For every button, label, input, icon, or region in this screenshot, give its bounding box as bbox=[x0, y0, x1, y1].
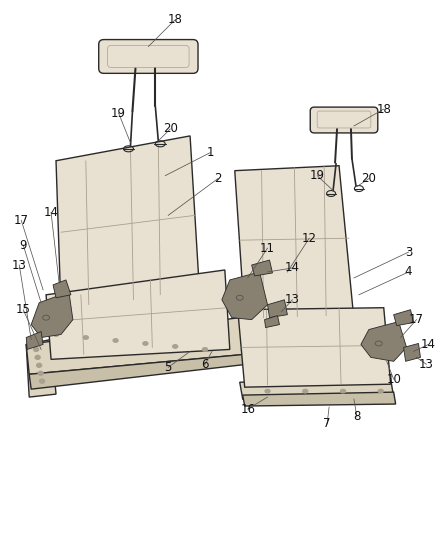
Text: 7: 7 bbox=[323, 417, 331, 431]
Text: 1: 1 bbox=[206, 146, 214, 159]
Polygon shape bbox=[56, 136, 200, 310]
Text: 3: 3 bbox=[405, 246, 412, 259]
Polygon shape bbox=[53, 280, 71, 298]
Ellipse shape bbox=[83, 336, 88, 339]
Polygon shape bbox=[265, 316, 279, 328]
Polygon shape bbox=[252, 260, 272, 276]
Text: 11: 11 bbox=[260, 241, 275, 255]
Text: 9: 9 bbox=[19, 239, 27, 252]
Polygon shape bbox=[243, 392, 396, 406]
FancyBboxPatch shape bbox=[310, 107, 378, 133]
Text: 10: 10 bbox=[386, 373, 401, 386]
Polygon shape bbox=[240, 379, 394, 399]
Ellipse shape bbox=[53, 333, 59, 336]
Text: 12: 12 bbox=[302, 232, 317, 245]
Text: 14: 14 bbox=[43, 206, 59, 219]
Text: 13: 13 bbox=[285, 293, 300, 306]
Ellipse shape bbox=[303, 390, 308, 393]
Ellipse shape bbox=[143, 342, 148, 345]
Ellipse shape bbox=[34, 348, 39, 351]
Ellipse shape bbox=[35, 356, 40, 359]
Text: 8: 8 bbox=[353, 410, 360, 423]
Text: 16: 16 bbox=[240, 402, 255, 416]
Text: 14: 14 bbox=[421, 338, 436, 351]
Polygon shape bbox=[26, 332, 43, 350]
Ellipse shape bbox=[173, 345, 178, 348]
Polygon shape bbox=[26, 318, 245, 374]
Text: 19: 19 bbox=[111, 107, 126, 119]
Text: 17: 17 bbox=[14, 214, 29, 227]
Ellipse shape bbox=[378, 390, 383, 393]
Ellipse shape bbox=[37, 364, 42, 367]
Text: 17: 17 bbox=[409, 313, 424, 326]
Polygon shape bbox=[29, 354, 247, 389]
Polygon shape bbox=[394, 310, 413, 326]
Ellipse shape bbox=[340, 390, 346, 393]
Polygon shape bbox=[26, 340, 56, 397]
Polygon shape bbox=[31, 292, 73, 337]
Polygon shape bbox=[268, 300, 287, 318]
Ellipse shape bbox=[39, 379, 45, 383]
Text: 5: 5 bbox=[165, 361, 172, 374]
Text: 20: 20 bbox=[163, 123, 178, 135]
Ellipse shape bbox=[113, 339, 118, 342]
Ellipse shape bbox=[202, 348, 208, 351]
Text: 2: 2 bbox=[214, 172, 222, 185]
Text: 4: 4 bbox=[405, 265, 412, 278]
Polygon shape bbox=[235, 166, 354, 320]
Ellipse shape bbox=[265, 390, 270, 393]
Polygon shape bbox=[46, 270, 230, 359]
Polygon shape bbox=[222, 272, 268, 320]
Text: 20: 20 bbox=[361, 172, 376, 185]
FancyBboxPatch shape bbox=[99, 39, 198, 74]
Text: 13: 13 bbox=[419, 358, 434, 371]
Text: 18: 18 bbox=[376, 102, 391, 116]
Text: 14: 14 bbox=[285, 262, 300, 274]
Polygon shape bbox=[238, 308, 391, 387]
Text: 19: 19 bbox=[310, 169, 325, 182]
Text: 6: 6 bbox=[201, 358, 209, 371]
Text: 15: 15 bbox=[16, 303, 31, 316]
Text: 18: 18 bbox=[168, 13, 183, 26]
Polygon shape bbox=[361, 321, 406, 361]
Ellipse shape bbox=[38, 372, 43, 375]
Polygon shape bbox=[403, 343, 420, 361]
Text: 13: 13 bbox=[12, 259, 27, 271]
